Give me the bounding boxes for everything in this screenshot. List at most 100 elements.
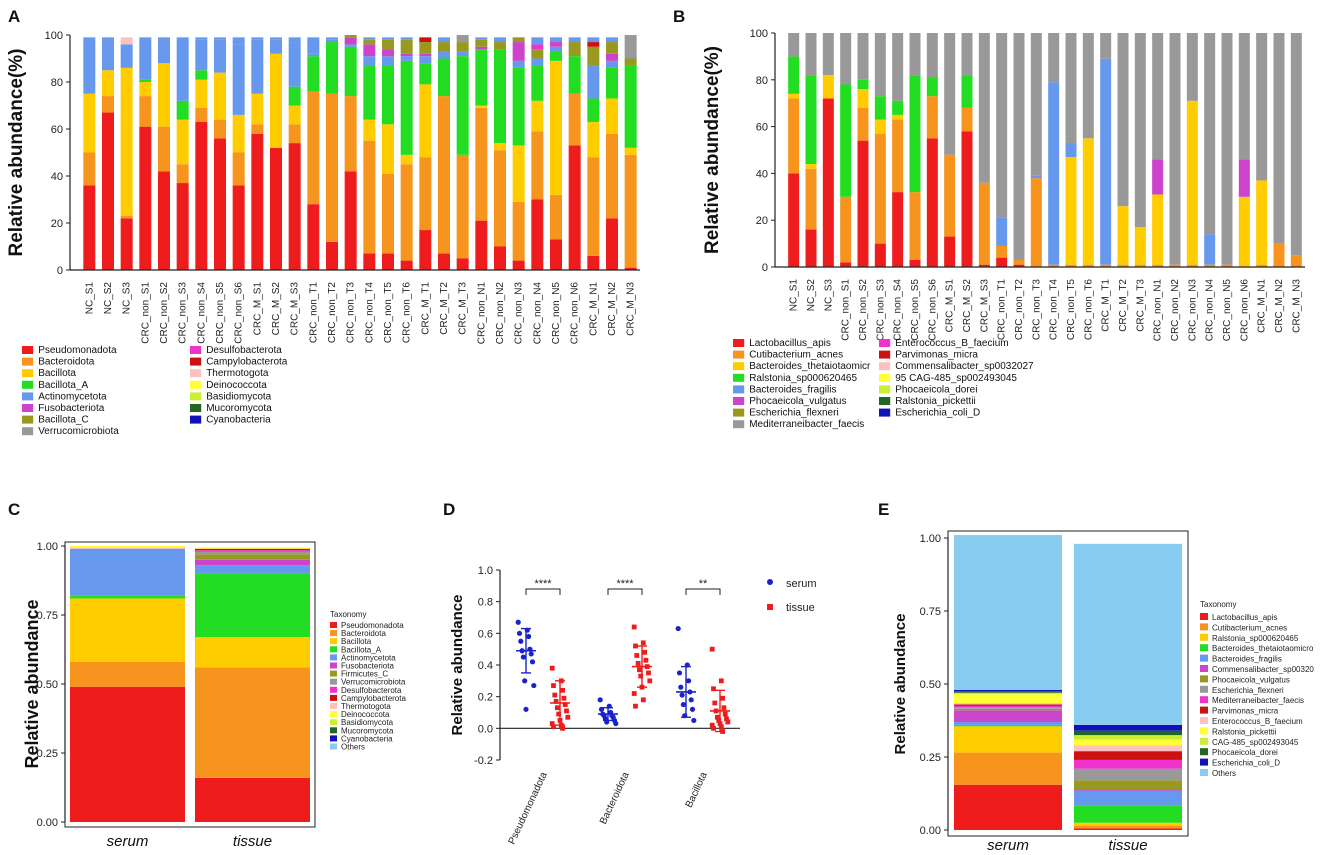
bar-C-Bacillota-tissue: [195, 637, 310, 668]
bar-B-remainder-CRC_non_T4: [1048, 33, 1060, 83]
bar-A-Actinomycetota-CRC_non_T4: [363, 56, 376, 66]
panel-e-ylabel: Relative abundance: [892, 614, 909, 755]
bar-A-Pseudomonadota-CRC_M_S2: [270, 147, 282, 270]
bar-E-Others-serum: [954, 535, 1062, 690]
bar-B-Cutibacterium_acnes-CRC_non_S5: [909, 192, 921, 260]
panel-c-xtick-0: serum: [107, 833, 149, 850]
panel-d-point-tissue-2-9: [724, 716, 729, 722]
panel-b-ylabel: Relative abundance(%): [702, 46, 723, 254]
bar-B-Bacteroides_thetaiotaomicr-CRC_non_T6: [1082, 138, 1094, 265]
panel-b-legend-swatch-13: [879, 397, 891, 405]
bar-A-Bacteroidota-CRC_non_N3: [512, 201, 525, 261]
panel-b-xtick-17: CRC_non_T6: [1083, 279, 1094, 341]
bar-A-Bacillota_A-CRC_M_N1: [587, 98, 600, 122]
bar-B-remainder-NC_S3: [822, 33, 834, 76]
panel-b-xtick-22: CRC_non_N2: [1170, 279, 1181, 342]
bar-A-Actinomycetota-CRC_M_S3: [288, 42, 301, 87]
bar-B-remainder-CRC_non_T2: [1013, 33, 1025, 260]
bar-A-Bacteroidota-CRC_M_N3: [624, 154, 637, 268]
panel-a-legend-swatch-11: [190, 380, 202, 389]
panel-d-point-serum-2-7: [688, 697, 694, 703]
bar-B-Cutibacterium_acnes-CRC_M_N1: [1256, 264, 1268, 267]
panel-d-point-tissue-1-15: [633, 703, 638, 709]
bar-B-remainder-CRC_M_S3: [978, 33, 990, 183]
panel-e-legend-swatch-2: [1200, 633, 1208, 641]
panel-e-legend-swatch-5: [1200, 665, 1208, 672]
panel-a-ytick-label-4: 80: [51, 77, 63, 89]
bar-A-Bacillota_C-CRC_non_N4: [531, 49, 544, 59]
panel-d-point-tissue-0-0: [549, 665, 555, 671]
panel-c-xtick-1: tissue: [233, 833, 272, 850]
panel-e-legend-swatch-3: [1200, 644, 1208, 652]
panel-e-legend-title: Taxonomy: [1200, 600, 1236, 609]
panel-b-legend-label-2: Bacteroides_thetaiotaomicr: [749, 361, 871, 372]
panel-d-point-serum-0-10: [522, 678, 528, 684]
bar-B-remainder-CRC_non_T3: [1030, 33, 1042, 176]
panel-a-xtick-15: CRC_non_T4: [364, 282, 375, 344]
panel-a-xtick-23: CRC_non_N3: [514, 282, 525, 345]
panel-b-xtick-7: CRC_non_S5: [910, 279, 921, 341]
panel-d-bracket-0: [525, 588, 561, 595]
panel-d-point-serum-2-6: [679, 692, 685, 698]
panel-d-ytick-label-5: 0.8: [478, 597, 493, 609]
panel-a-ytick-label-5: 100: [45, 30, 63, 42]
bar-A-Pseudomonadota-CRC_M_N1: [587, 255, 600, 270]
panel-b-xtick-29: CRC_M_N3: [1291, 279, 1302, 333]
panel-a-xtick-18: CRC_M_T1: [420, 282, 431, 335]
panel-c-legend-swatch-1: [330, 630, 337, 637]
bar-A-Actinomycetota-CRC_non_S5: [214, 39, 226, 73]
panel-a-xtick-5: CRC_non_S3: [178, 282, 189, 344]
panel-e-legend-label-2: Ralstonia_sp000620465: [1212, 634, 1299, 643]
panel-d-legend-marker-tissue: [767, 604, 773, 610]
panel-a-ytick-label-2: 40: [51, 171, 63, 183]
bar-B-Cutibacterium_acnes-CRC_non_S1: [840, 196, 852, 263]
bar-A-Bacillota-CRC_M_N3: [624, 147, 637, 155]
panel-e-xtick-1: tissue: [1108, 837, 1147, 854]
panel-b: B Relative abundance(%) 0 20 40 60 80 100 NC_S1 N…: [673, 7, 1305, 430]
bar-A-Actinomycetota-CRC_M_S2: [270, 39, 282, 54]
panel-c-legend-swatch-8: [330, 686, 337, 693]
panel-d-point-tissue-1-4: [634, 653, 640, 658]
panel-d-point-tissue-1-8: [637, 667, 642, 673]
panel-a-xtick-22: CRC_non_N2: [495, 282, 506, 345]
bar-A-Bacillota_A-CRC_M_N2: [606, 67, 618, 99]
bar-B-Cutibacterium_acnes-CRC_M_S2: [961, 107, 973, 132]
panel-d-legend-label-tissue: tissue: [786, 602, 815, 614]
panel-d-point-tissue-1-3: [642, 649, 647, 655]
bar-B-Cutibacterium_acnes-CRC_M_T1: [1100, 264, 1112, 267]
bar-C-Firmicutes_C-tissue: [195, 554, 310, 560]
bar-A-Bacillota_A-CRC_M_S3: [288, 86, 301, 106]
panel-e-legend-swatch-8: [1200, 696, 1208, 704]
panel-b-legend-label-10: Commensalibacter_sp0032027: [895, 361, 1034, 372]
bar-B-Bacteroides_thetaiotaomicr-NC_S1: [788, 93, 800, 99]
panel-b-xtick-9: CRC_M_S1: [945, 279, 956, 333]
panel-b-xtick-1: NC_S2: [806, 279, 817, 312]
bar-E-Others-tissue: [1074, 543, 1182, 725]
bar-B-remainder-CRC_non_T5: [1065, 33, 1077, 143]
panel-d-xtick-0: Pseudomonadota: [507, 770, 550, 846]
bar-C-Bacillota-serum: [70, 598, 185, 662]
bar-A-Actinomycetota-CRC_M_T3: [456, 51, 469, 57]
bar-A-Bacillota-CRC_non_T6: [400, 154, 413, 165]
panel-d-point-tissue-0-15: [551, 724, 556, 730]
bar-B-Cutibacterium_acnes-CRC_M_S1: [944, 154, 956, 237]
bar-A-remainder-CRC_non_S5: [214, 37, 226, 40]
panel-b-xtick-18: CRC_M_T1: [1101, 279, 1112, 332]
panel-b-legend-swatch-3: [733, 373, 745, 382]
bar-A-remainder-CRC_non_N2: [494, 37, 506, 43]
panel-a-ytick-label-3: 60: [51, 124, 63, 136]
panel-b-legend-label-5: Phocaeicola_vulgatus: [749, 396, 846, 407]
panel-d-point-serum-2-3: [686, 678, 692, 684]
panel-c: C Relative abundance 0.00 0.25 0.50 0.75 1.00 s…: [8, 500, 406, 850]
bar-C-Bacillota_A-serum: [70, 595, 185, 599]
panel-a: A Relative abundance(%) 0 20 40 60 80 100 NC_S1 N…: [6, 7, 640, 437]
bar-B-Lactobacillus_apis-CRC_non_S3: [874, 243, 886, 267]
bar-B-Bacteroides_fragilis-CRC_M_T1: [1100, 58, 1112, 265]
bar-B-remainder-CRC_non_T6: [1082, 33, 1094, 139]
bar-C-Actinomycetota-tissue: [195, 565, 310, 574]
bar-E-Commensalibacter_sp00320-serum: [954, 710, 1062, 722]
panel-a-xtick-27: CRC_M_N1: [588, 282, 599, 336]
bar-A-Bacillota_C-CRC_M_T2: [438, 42, 450, 52]
panel-d-point-tissue-2-8: [715, 714, 720, 720]
bar-A-Bacillota-CRC_non_S5: [214, 72, 226, 120]
